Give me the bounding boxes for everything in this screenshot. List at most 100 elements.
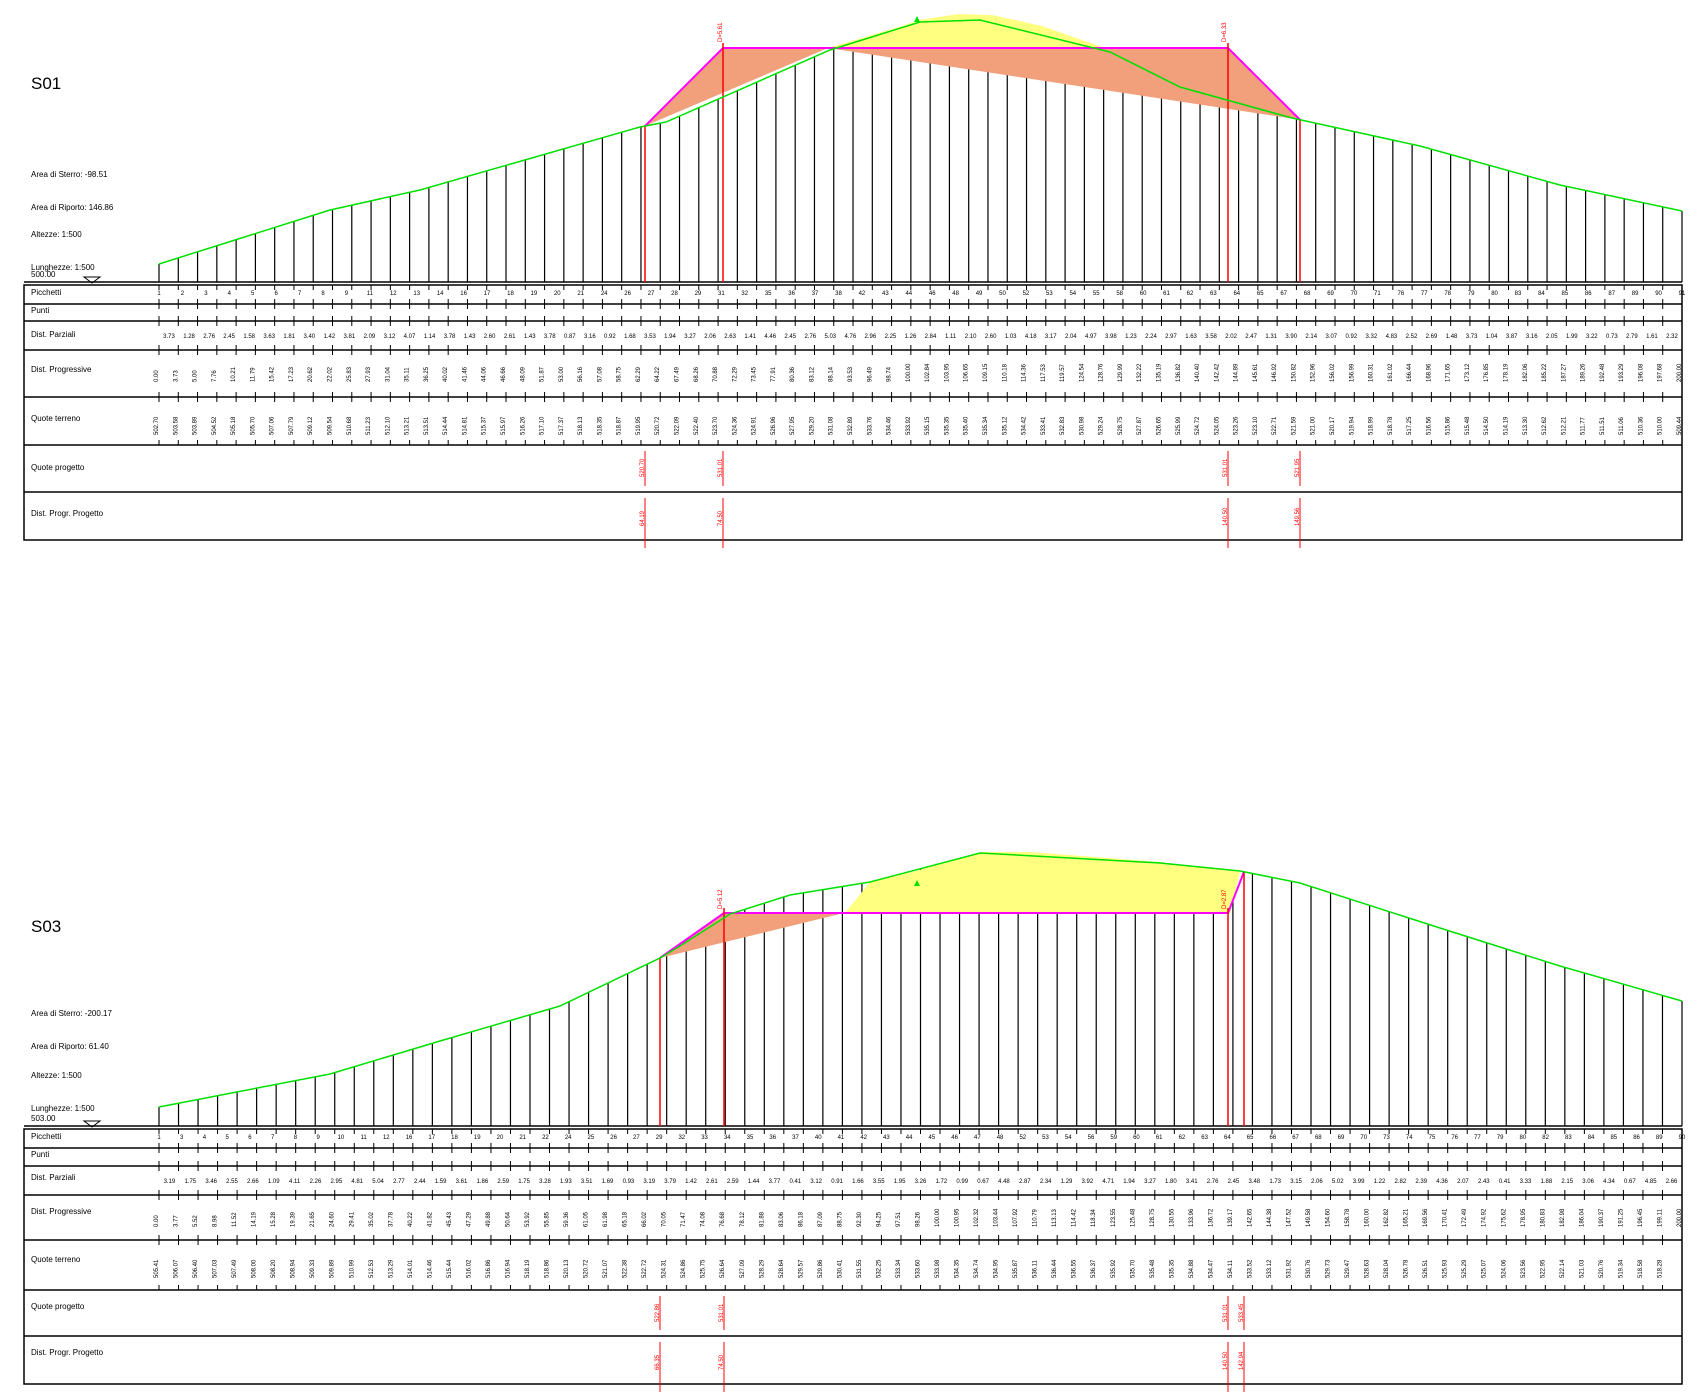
quota-terreno-label: 505.41 — [154, 1259, 160, 1278]
quota-terreno-label: 533.76 — [867, 416, 873, 435]
dist-progressiva-label: 72.29 — [732, 366, 738, 382]
dist-progressiva-label: 178.95 — [1521, 1208, 1527, 1227]
row-label: Dist. Progressive — [31, 365, 92, 374]
dist-progressiva-label: 41.82 — [427, 1211, 433, 1227]
picchetto-label: 8 — [321, 291, 325, 297]
dist-progressiva-label: 147.52 — [1286, 1208, 1292, 1227]
dist-progr-progetto-label: 140.50 — [1223, 1351, 1229, 1370]
area-riporto: Area di Riporto: 61.40 — [31, 1042, 109, 1051]
dist-progressiva-label: 192.48 — [1600, 363, 1606, 382]
dist-progressiva-label: 142.65 — [1247, 1208, 1253, 1227]
row-label: Quote progetto — [31, 463, 85, 472]
dist-parziale-label: 3.77 — [769, 1179, 781, 1185]
quota-terreno-label: 535.35 — [1169, 1259, 1175, 1278]
dist-progressiva-label: 97.51 — [896, 1211, 902, 1227]
dist-parziale-label: 3.41 — [1186, 1179, 1198, 1185]
quota-terreno-label: 534.95 — [994, 1259, 1000, 1278]
picchetto-label: 36 — [788, 291, 795, 297]
dist-progressiva-label: 170.41 — [1443, 1208, 1449, 1227]
dist-progressiva-label: 5.00 — [193, 370, 199, 382]
quota-terreno-label: 534.74 — [974, 1259, 980, 1278]
quota-terreno-label: 505.18 — [231, 416, 237, 435]
profile-drawing: Picchetti Punti Dist. Parziali Dist. Progre… — [23, 14, 1686, 548]
quota-terreno-label: 508.00 — [252, 1259, 258, 1278]
quota-terreno-label: 515.48 — [1465, 416, 1471, 435]
picchetto-label: 45 — [929, 1135, 936, 1141]
dist-progressiva-label: 37.78 — [388, 1211, 394, 1227]
dist-parziale-label: 1.73 — [1269, 1179, 1281, 1185]
dist-progressiva-label: 114.42 — [1072, 1208, 1078, 1227]
dist-parziale-label: 4.48 — [998, 1179, 1010, 1185]
picchetto-label: 32 — [678, 1135, 685, 1141]
dist-parziale-label: 2.09 — [364, 334, 376, 340]
picchetto-label: 27 — [633, 1135, 640, 1141]
quota-terreno-label: 502.70 — [154, 416, 160, 435]
dist-parziale-label: 5.04 — [372, 1179, 384, 1185]
dist-progressiva-label: 145.61 — [1253, 363, 1259, 382]
quota-terreno-label: 511.23 — [366, 416, 372, 435]
dist-progressiva-label: 156.02 — [1330, 363, 1336, 382]
quota-terreno-label: 516.86 — [486, 1259, 492, 1278]
picchetto-label: 7 — [298, 291, 302, 297]
dist-parziale-label: 2.04 — [1065, 334, 1077, 340]
dist-progressiva-label: 176.85 — [1484, 363, 1490, 382]
dist-parziale-label: 2.02 — [1225, 334, 1237, 340]
quota-terreno-label: 525.93 — [1443, 1259, 1449, 1278]
quota-terreno-label: 533.34 — [896, 1259, 902, 1278]
dist-parziale-label: 2.24 — [1145, 334, 1157, 340]
dist-progressiva-label: 182.98 — [1560, 1208, 1566, 1227]
dist-parziale-label: 4.81 — [351, 1179, 363, 1185]
dist-progressiva-label: 29.41 — [349, 1211, 355, 1227]
dist-progressiva-label: 129.99 — [1118, 363, 1124, 382]
dist-progressiva-label: 83.12 — [809, 366, 815, 382]
dist-progr-progetto-label: 140.50 — [1223, 507, 1229, 526]
dist-progressiva-label: 24.60 — [330, 1211, 336, 1227]
dist-progressiva-label: 7.76 — [212, 370, 218, 382]
picchetto-label: 3 — [204, 291, 208, 297]
axis-marker — [914, 880, 920, 886]
dist-parziale-label: 1.26 — [905, 334, 917, 340]
quota-terreno-label: 519.95 — [636, 416, 642, 435]
picchetto-label: 44 — [906, 1135, 913, 1141]
dist-progressiva-label: 146.92 — [1272, 363, 1278, 382]
dist-parziale-label: 2.39 — [1415, 1179, 1427, 1185]
quota-terreno-label: 535.40 — [964, 416, 970, 435]
quota-terreno-label: 505.70 — [250, 416, 256, 435]
section-title: S01 — [31, 74, 62, 93]
dist-progressiva-label: 189.26 — [1581, 363, 1587, 382]
station-lines: 0.00 505.41 3.77 506.07 5.52 506.40 8.98 507.03… — [154, 853, 1683, 1290]
quota-terreno-label: 532.83 — [1060, 416, 1066, 435]
quota-terreno-label: 511.77 — [1581, 416, 1587, 435]
dist-progressiva-label: 113.13 — [1052, 1208, 1058, 1227]
dist-progressiva-label: 45.43 — [447, 1211, 453, 1227]
quota-terreno-label: 528.64 — [779, 1259, 785, 1278]
picchetto-label: 44 — [905, 291, 912, 297]
quota-terreno-label: 518.19 — [525, 1259, 531, 1278]
dist-progressiva-label: 178.19 — [1503, 363, 1509, 382]
picchetto-label: 54 — [1069, 291, 1076, 297]
quota-terreno-label: 514.19 — [1503, 416, 1509, 435]
quota-terreno-label: 529.24 — [1099, 416, 1105, 435]
dist-parziale-label: 2.45 — [784, 334, 796, 340]
dist-progressiva-label: 135.19 — [1156, 363, 1162, 382]
dist-parziale-label: 0.99 — [956, 1179, 968, 1185]
dist-progressiva-label: 169.56 — [1423, 1208, 1429, 1227]
picchetto-label: 1 — [157, 1135, 161, 1141]
picchetto-label: 70 — [1351, 291, 1358, 297]
dist-progressiva-label: 22.02 — [328, 366, 334, 382]
datum-marker — [82, 276, 102, 284]
dist-parziale-label: 5.02 — [1332, 1179, 1344, 1185]
dist-progr-progetto-label: 74.50 — [718, 510, 724, 526]
quota-terreno-label: 506.07 — [174, 1259, 180, 1278]
quota-terreno-label: 527.95 — [790, 416, 796, 435]
dist-parziale-label: 3.87 — [1506, 334, 1518, 340]
picchetto-label: 18 — [507, 291, 514, 297]
picchetto-label: 52 — [1023, 291, 1030, 297]
dist-progressiva-label: 168.96 — [1426, 363, 1432, 382]
quota-terreno-label: 509.54 — [328, 416, 334, 435]
dist-progressiva-label: 132.22 — [1137, 363, 1143, 382]
dist-parziale-label: 2.25 — [885, 334, 897, 340]
quota-terreno-label: 532.25 — [876, 1259, 882, 1278]
picchetto-label: 13 — [413, 291, 420, 297]
picchetto-label: 11 — [367, 291, 374, 297]
